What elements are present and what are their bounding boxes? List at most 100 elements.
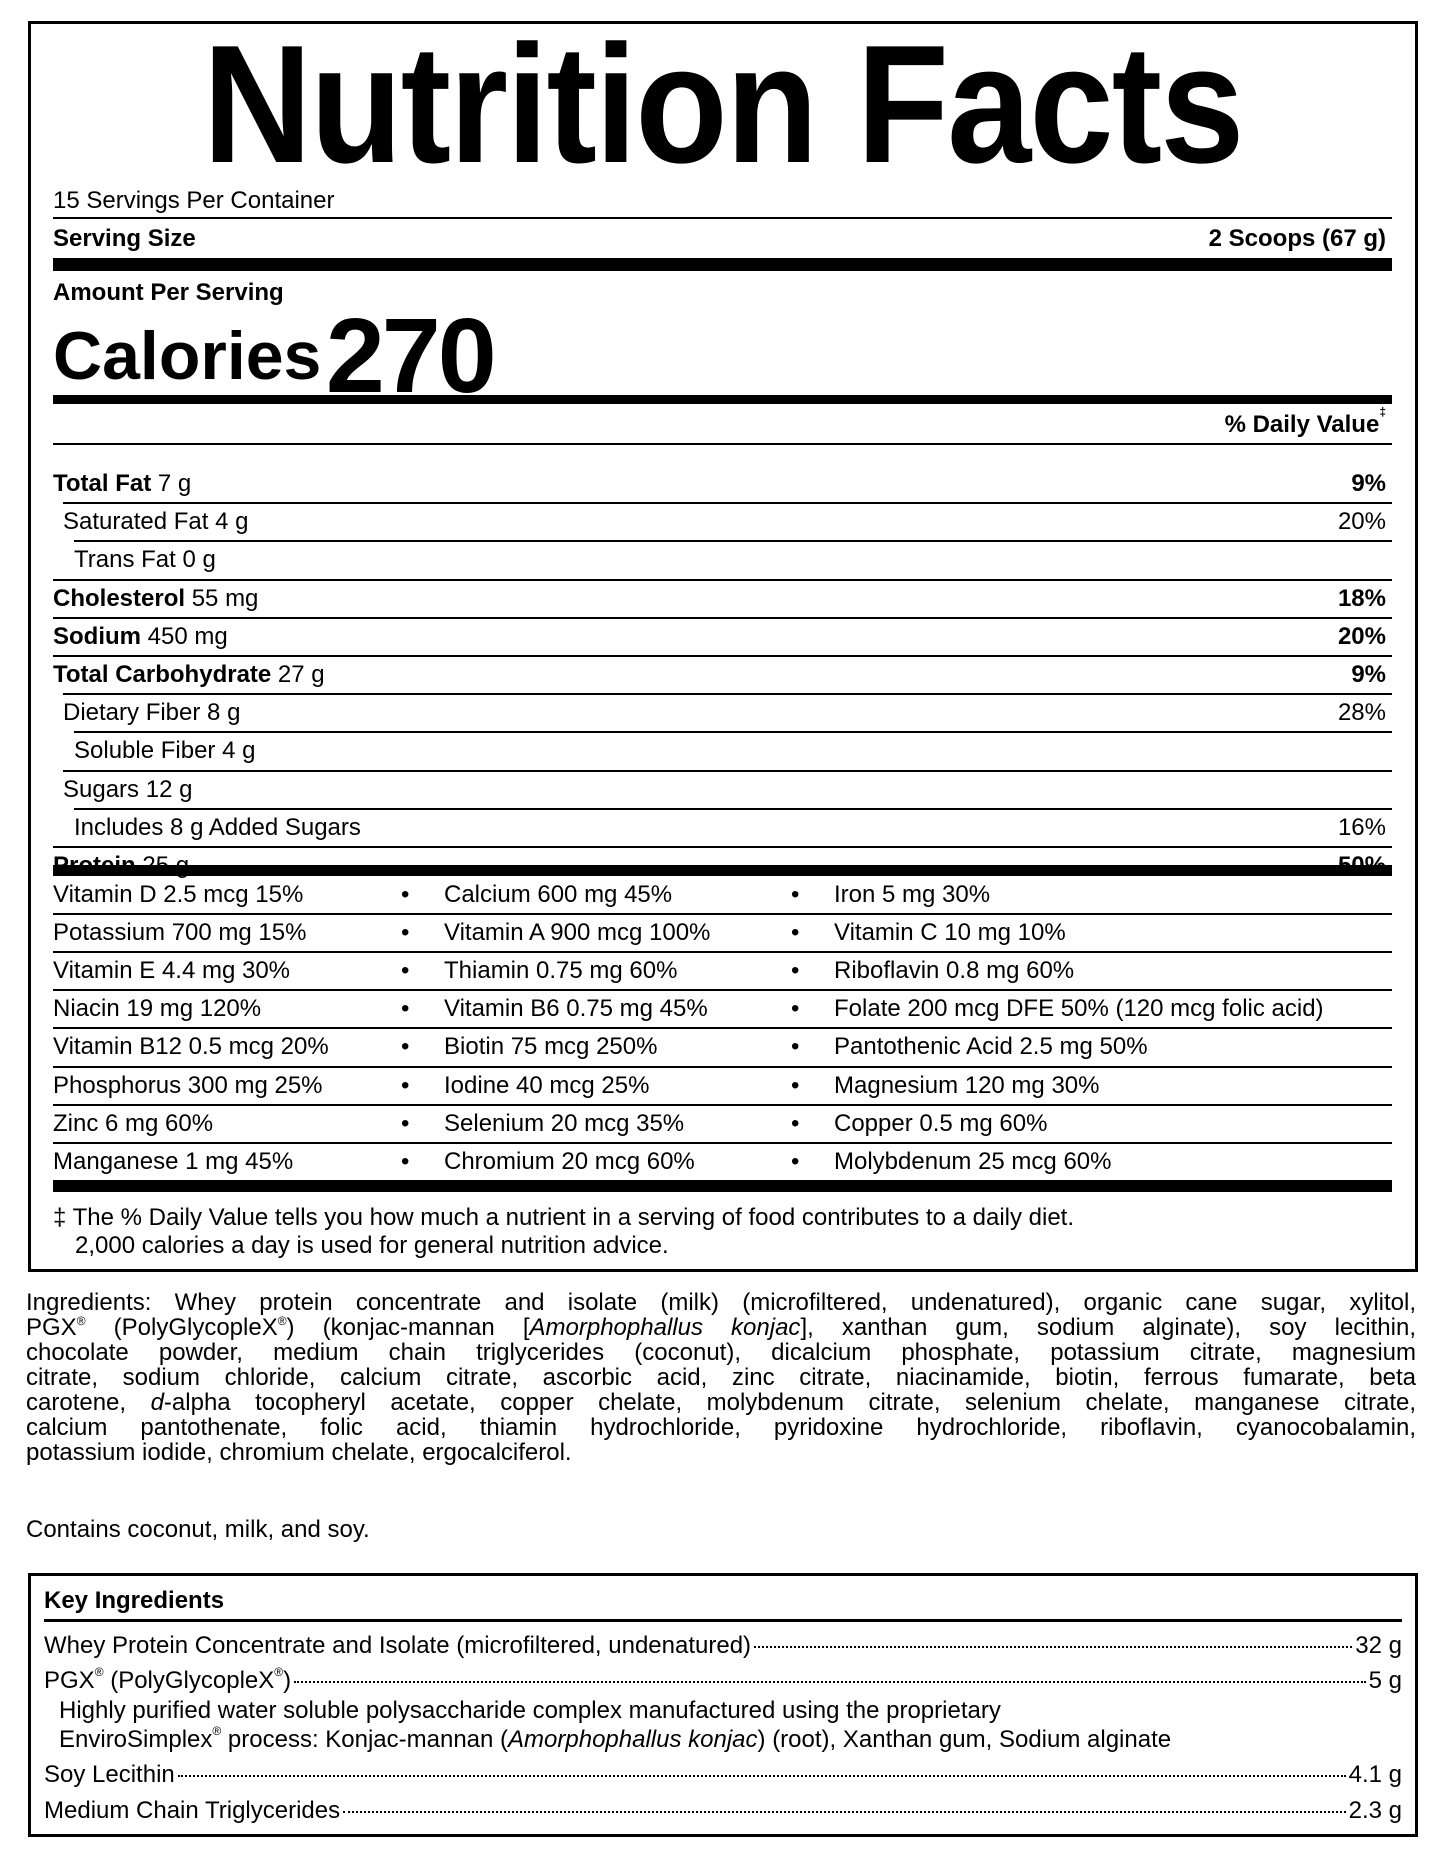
ingredients-line: Ingredients: Whey protein concentrate an…	[26, 1289, 1416, 1316]
divider	[63, 693, 1392, 696]
divider	[53, 217, 1392, 219]
ingredients-line: carotene, d-alpha tocopheryl acetate, co…	[26, 1389, 1417, 1416]
daily-value-percent: 9%	[1351, 661, 1386, 688]
nutrient-label: Total Fat 7 g	[53, 470, 191, 497]
daily-value-header: % Daily Value‡	[1224, 405, 1386, 438]
nutrient-name: Trans Fat	[74, 546, 176, 574]
nutrition-facts-panel: Nutrition Facts 15 Servings Per Containe…	[28, 10, 1418, 1272]
nutrient-label: Soluble Fiber 4 g	[74, 737, 255, 764]
nutrient-amount: 0 g	[182, 546, 216, 574]
ingredients-line: potassium iodide, chromium chelate, ergo…	[26, 1439, 572, 1466]
serving-size-label: Serving Size	[53, 225, 196, 252]
divider	[74, 807, 1392, 810]
vitamin-row: Vitamin B12 0.5 mcg 20% • Biotin 75 mcg 25…	[53, 1027, 1392, 1066]
bullet-separator: •	[791, 1109, 800, 1137]
nutrient-label: Includes 8 g Added Sugars	[74, 814, 361, 841]
vitamin-mineral-item: Chromium 20 mcg 60%	[444, 1147, 695, 1175]
calories-label: Calories	[53, 318, 322, 394]
thick-divider	[53, 258, 1392, 271]
daily-value-percent: 20%	[1337, 508, 1386, 536]
nutrient-label: Cholesterol 55 mg	[53, 585, 258, 612]
vitamin-mineral-table: Vitamin D 2.5 mcg 15% • Calcium 600 mg 45%…	[53, 876, 1392, 1181]
nutrient-row: Total Fat 7 g 9%	[53, 465, 1392, 503]
bullet-separator: •	[401, 881, 410, 908]
divider	[53, 443, 1392, 445]
serving-size-value: 2 Scoops (67 g)	[1208, 225, 1386, 252]
medium-divider	[53, 395, 1392, 404]
bullet-separator: •	[791, 1147, 800, 1175]
nutrient-label: Trans Fat 0 g	[74, 546, 216, 573]
vitamin-row: Potassium 700 mg 15% • Vitamin A 900 mcg 1…	[53, 913, 1392, 952]
vitamin-mineral-item: Folate 200 mcg DFE 50% (120 mcg folic ac…	[834, 995, 1324, 1023]
bullet-separator: •	[401, 995, 410, 1023]
serving-size-row: Serving Size 2 Scoops (67 g)	[53, 220, 1392, 258]
vitamin-row: Zinc 6 mg 60% • Selenium 20 mcg 35% • Copper…	[53, 1103, 1392, 1143]
ingredients-list: Ingredients: Whey protein concentrate an…	[26, 1290, 1416, 1465]
key-ingredient-soy-lecithin: Soy Lecithin 4.1 g	[44, 1761, 1402, 1788]
divider	[53, 846, 1392, 848]
nutrient-row: Saturated Fat 4 g 20%	[53, 502, 1392, 541]
divider	[74, 731, 1392, 734]
nutrient-row: Soluble Fiber 4 g	[53, 731, 1392, 770]
divider	[74, 540, 1392, 543]
divider	[63, 769, 1392, 772]
servings-per-container: 15 Servings Per Container	[53, 187, 335, 214]
vitamin-mineral-item: Riboflavin 0.8 mg 60%	[834, 957, 1075, 985]
divider	[63, 502, 1392, 505]
nutrient-amount: 27 g	[277, 661, 325, 688]
calories-row: Calories 270	[53, 303, 1392, 409]
dot-leader	[177, 1775, 1346, 1777]
nutrient-amount: 4 g	[215, 508, 249, 536]
thick-divider	[53, 865, 1392, 876]
vitamin-mineral-item: Selenium 20 mcg 35%	[444, 1109, 685, 1137]
bullet-separator: •	[791, 1071, 800, 1099]
vitamin-mineral-item: Molybdenum 25 mcg 60%	[834, 1147, 1112, 1175]
bullet-separator: •	[791, 957, 800, 985]
vitamin-mineral-item: Zinc 6 mg 60%	[53, 1109, 214, 1137]
allergen-statement: Contains coconut, milk, and soy.	[26, 1516, 370, 1543]
nutrient-row: Sugars 12 g	[53, 769, 1392, 809]
amount-per-serving: Amount Per Serving	[53, 279, 284, 306]
ingredients-line: calcium pantothenate, folic acid, thiami…	[26, 1414, 1416, 1441]
nutrient-row: Cholesterol 55 mg 18%	[53, 578, 1392, 618]
divider	[53, 951, 1392, 954]
key-ingredient-pgx: PGX® (PolyGlycopleX®) 5 g	[44, 1665, 1402, 1694]
divider	[53, 578, 1392, 581]
vitamin-mineral-item: Potassium 700 mg 15%	[53, 919, 307, 947]
vitamin-mineral-item: Vitamin E 4.4 mg 30%	[53, 957, 291, 985]
vitamin-mineral-item: Manganese 1 mg 45%	[53, 1147, 294, 1175]
nutrient-name: Soluble Fiber	[74, 737, 216, 765]
vitamin-mineral-item: Vitamin C 10 mg 10%	[834, 919, 1066, 947]
nutrient-name: Cholesterol	[53, 584, 186, 612]
vitamin-mineral-item: Magnesium 120 mg 30%	[834, 1071, 1100, 1099]
bullet-separator: •	[401, 1071, 410, 1099]
calories-value: 270	[325, 297, 497, 415]
nutrient-name: Dietary Fiber	[63, 699, 201, 727]
pgx-description: Highly purified water soluble polysaccha…	[59, 1697, 1172, 1753]
daily-value-percent: 18%	[1337, 584, 1386, 612]
bullet-separator: •	[401, 1147, 410, 1175]
ingredients-line: chocolate powder, medium chain triglycer…	[26, 1339, 1416, 1366]
vitamin-mineral-item: Biotin 75 mcg 250%	[444, 1033, 658, 1061]
divider	[44, 1619, 1402, 1622]
dot-leader	[343, 1811, 1346, 1813]
key-ingredient-whey: Whey Protein Concentrate and Isolate (mi…	[44, 1632, 1402, 1659]
key-ingredients-title: Key Ingredients	[44, 1587, 225, 1614]
nutrient-name: Saturated Fat	[63, 508, 209, 536]
nutrient-label: Total Carbohydrate 27 g	[53, 661, 325, 688]
vitamin-mineral-item: Vitamin D 2.5 mcg 15%	[53, 881, 304, 908]
bullet-separator: •	[401, 919, 410, 947]
nutrient-amount: 8 g	[207, 699, 241, 727]
vitamin-row: Vitamin D 2.5 mcg 15% • Calcium 600 mg 45%…	[53, 876, 1392, 914]
vitamin-row: Niacin 19 mg 120% • Vitamin B6 0.75 mg 45%…	[53, 989, 1392, 1028]
bullet-separator: •	[401, 1033, 410, 1061]
nutrient-name: Sodium	[53, 622, 141, 650]
footnote: ‡ The % Daily Value tells you how much a…	[53, 1204, 1075, 1259]
vitamin-mineral-item: Thiamin 0.75 mg 60%	[444, 957, 678, 985]
vitamin-mineral-item: Copper 0.5 mg 60%	[834, 1109, 1048, 1137]
nutrition-facts-title: Nutrition Facts	[203, 10, 1245, 198]
vitamin-mineral-item: Vitamin A 900 mcg 100%	[444, 919, 711, 947]
nutrient-label: Saturated Fat 4 g	[63, 508, 248, 535]
nutrient-name: Total Fat	[53, 470, 152, 497]
bullet-separator: •	[401, 957, 410, 985]
